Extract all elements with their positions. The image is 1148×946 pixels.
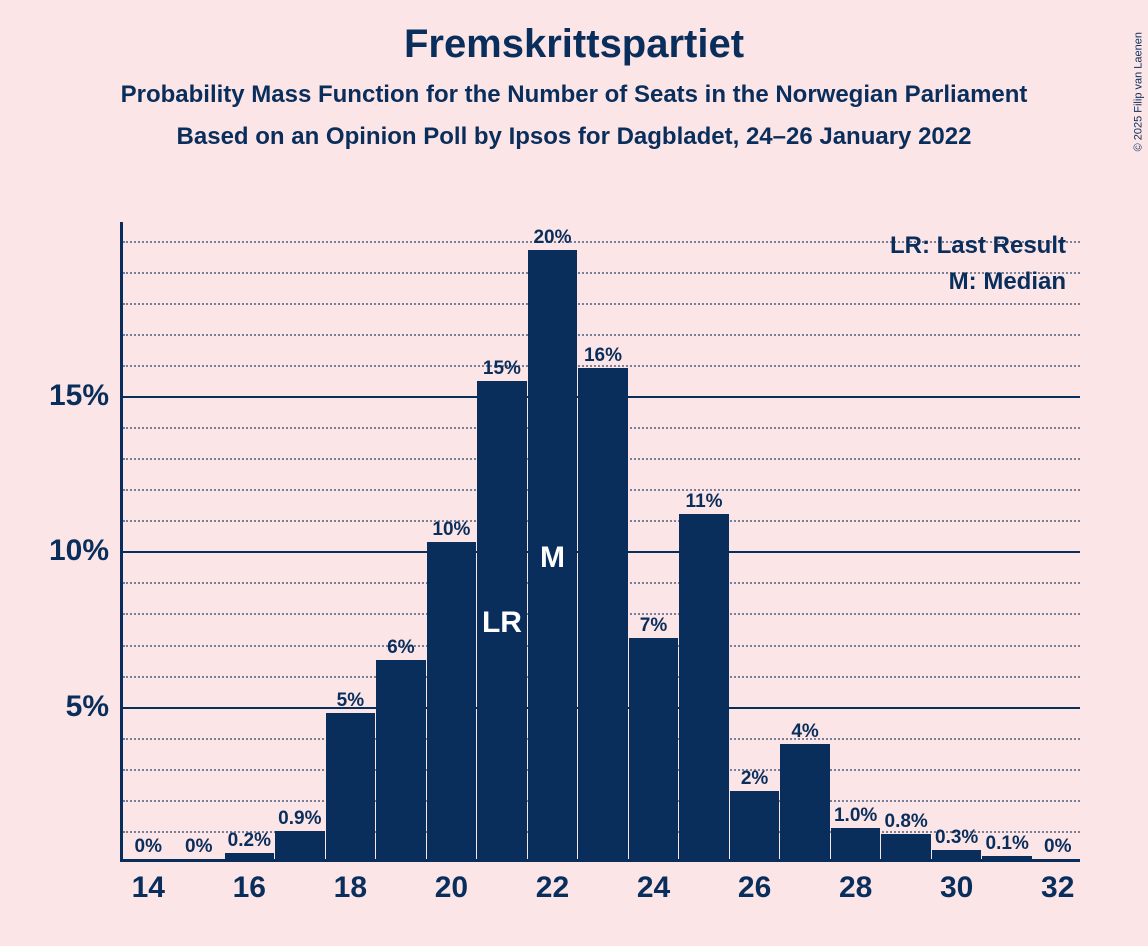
bar-value-label: 0% (135, 836, 162, 858)
bar-value-label: 0.8% (885, 811, 928, 833)
gridline-minor (123, 303, 1080, 305)
y-axis-tick: 5% (66, 690, 109, 724)
bar (225, 853, 275, 859)
x-axis-tick: 20 (435, 871, 468, 905)
bar-value-label: 6% (387, 637, 414, 659)
gridline-minor (123, 241, 1080, 243)
x-axis-tick: 26 (738, 871, 771, 905)
bar (477, 381, 527, 859)
bar-value-label: 0.2% (228, 830, 271, 852)
bar (831, 828, 881, 859)
y-axis-tick: 15% (49, 379, 109, 413)
bar-value-label: 7% (640, 615, 667, 637)
x-axis-tick: 22 (536, 871, 569, 905)
bar (326, 713, 376, 859)
bar-value-label: 4% (791, 721, 818, 743)
bar (730, 791, 780, 859)
gridline-minor (123, 272, 1080, 274)
chart-area: LR: Last Result M: Median 5% 10% 15% 0% 0% 0.… (120, 222, 1080, 862)
bar-value-label: 0% (1044, 836, 1071, 858)
bar-value-label: 0.1% (986, 833, 1029, 855)
legend: LR: Last Result M: Median (890, 228, 1066, 300)
bar-value-label: 16% (584, 345, 622, 367)
chart-subtitle-2: Based on an Opinion Poll by Ipsos for Da… (0, 123, 1148, 151)
x-axis-tick: 24 (637, 871, 670, 905)
bar (578, 368, 628, 859)
plot-region: LR: Last Result M: Median 5% 10% 15% 0% 0% 0.… (120, 222, 1080, 862)
bar (528, 250, 578, 859)
bar (780, 744, 830, 859)
bar (629, 638, 679, 859)
bar-value-label: 2% (741, 768, 768, 790)
chart-title: Fremskrittspartiet (0, 22, 1148, 67)
chart-subtitle-1: Probability Mass Function for the Number… (0, 81, 1148, 109)
bar (275, 831, 325, 859)
legend-lr: LR: Last Result (890, 228, 1066, 264)
x-axis-tick: 28 (839, 871, 872, 905)
legend-m: M: Median (890, 264, 1066, 300)
bar (679, 514, 729, 859)
bar (881, 834, 931, 859)
bar (376, 660, 426, 859)
bar-value-label: 11% (686, 491, 723, 513)
bar-value-label: 15% (483, 358, 521, 380)
copyright-text: © 2025 Filip van Laenen (1132, 32, 1144, 151)
bar-value-label: 20% (533, 227, 571, 249)
x-axis-tick: 14 (132, 871, 165, 905)
gridline-minor (123, 334, 1080, 336)
bar (982, 856, 1032, 859)
bar-value-label: 0.9% (278, 808, 321, 830)
y-axis-tick: 10% (49, 534, 109, 568)
bar (427, 542, 477, 859)
x-axis-tick: 30 (940, 871, 973, 905)
bar (932, 850, 982, 859)
bar-value-label: 5% (337, 690, 364, 712)
bar-value-label: 0% (185, 836, 212, 858)
x-axis-tick: 16 (233, 871, 266, 905)
bar-value-label: 0.3% (935, 827, 978, 849)
x-axis-tick: 18 (334, 871, 367, 905)
x-axis-tick: 32 (1041, 871, 1074, 905)
bar-value-label: 10% (432, 519, 470, 541)
bar-value-label: 1.0% (834, 805, 877, 827)
